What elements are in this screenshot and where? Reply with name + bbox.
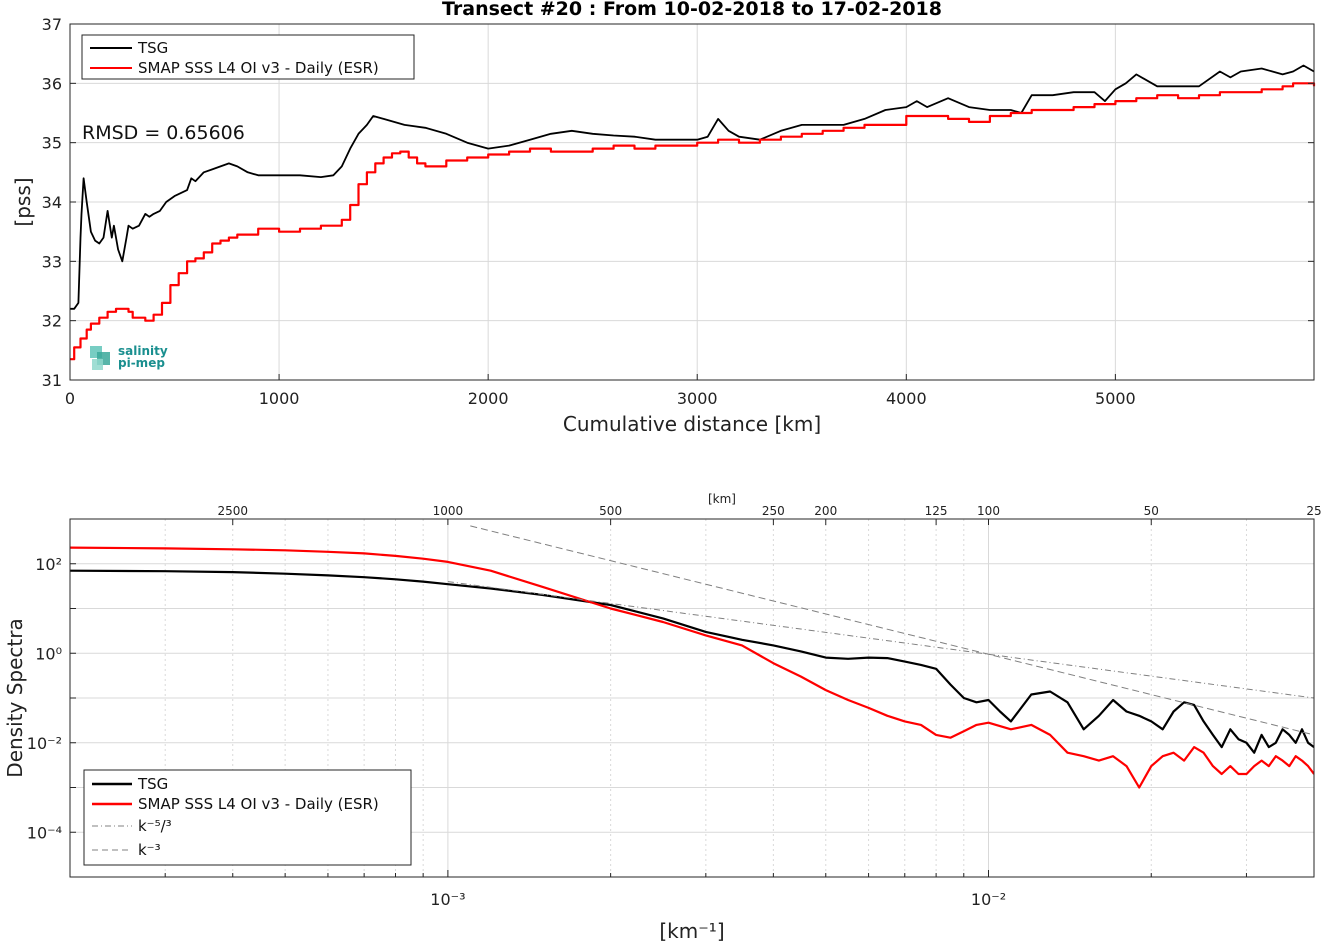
top-axis-label: [km] (708, 492, 736, 506)
bot-ytick-label: 10⁻⁴ (27, 823, 62, 842)
k53-reference-line (447, 581, 1314, 699)
rmsd-annotation: RMSD = 0.65606 (82, 122, 245, 144)
top-ytick-label: 34 (42, 193, 62, 212)
top-km-tick-label: 1000 (433, 504, 464, 518)
bot-ytick-label: 10² (35, 555, 62, 574)
top-km-tick-label: 2500 (217, 504, 248, 518)
density-spectra-chart: 10⁻³ 10⁻² 10⁻⁴ 10⁻² 10⁰ 10² 2500 1000 500 250 200 1… (3, 492, 1322, 942)
bottom-y-axis-label: Density Spectra (3, 618, 27, 777)
legend-label-smap: SMAP SSS L4 OI v3 - Daily (ESR) (138, 59, 379, 77)
top-ytick-label: 37 (42, 15, 62, 34)
logo-text-pimep: pi-mep (118, 356, 165, 370)
y-axis-label: [pss] (11, 177, 35, 226)
top-km-tick-label: 50 (1144, 504, 1159, 518)
legend2-label-k3: k⁻³ (138, 841, 161, 859)
x-axis-label: Cumulative distance [km] (563, 412, 821, 436)
bottom-x-axis-label: [km⁻¹] (659, 919, 724, 942)
top-legend-box (81, 34, 415, 80)
bottom-legend: TSG SMAP SSS L4 OI v3 - Daily (ESR) k⁻⁵/… (83, 769, 412, 866)
top-ytick-label: 35 (42, 134, 62, 153)
salinity-transect-chart: Transect #20 : From 10-02-2018 to 17-02-… (11, 0, 1316, 436)
salinity-pimep-logo: salinity pi-mep (90, 344, 168, 370)
bot-xtick-label: 10⁻² (971, 890, 1006, 909)
top-xtick-label: 1000 (259, 389, 300, 408)
legend-label-tsg: TSG (137, 39, 168, 57)
tsg-spectrum (70, 569, 1314, 754)
top-ytick-label: 31 (42, 371, 62, 390)
logo-block-3 (92, 359, 103, 370)
top-xtick-label: 0 (65, 389, 75, 408)
legend2-label-k53: k⁻⁵/³ (138, 817, 172, 835)
top-km-tick-label: 125 (925, 504, 948, 518)
bot-ytick-label: 10⁰ (35, 644, 62, 663)
top-km-tick-label: 25 (1306, 504, 1321, 518)
k3-reference-line (470, 525, 1314, 736)
top-xtick-label: 4000 (886, 389, 927, 408)
top-ytick-label: 33 (42, 252, 62, 271)
smap-spectrum (70, 546, 1314, 789)
top-xtick-label: 3000 (677, 389, 718, 408)
bot-xtick-label: 10⁻³ (430, 890, 465, 909)
bot-ytick-label: 10⁻² (27, 734, 62, 753)
smap-line (70, 82, 1316, 361)
chart-title: Transect #20 : From 10-02-2018 to 17-02-… (442, 0, 942, 20)
top-km-tick-label: 100 (977, 504, 1000, 518)
legend2-label-tsg: TSG (137, 775, 168, 793)
top-km-tick-label: 500 (599, 504, 622, 518)
top-legend: TSG SMAP SSS L4 OI v3 - Daily (ESR) (81, 34, 415, 80)
top-km-tick-label: 200 (814, 504, 837, 518)
bottom-legend-box (83, 769, 412, 866)
top-xtick-label: 2000 (468, 389, 509, 408)
tsg-line (70, 64, 1315, 310)
top-ytick-label: 32 (42, 312, 62, 331)
top-xtick-label: 5000 (1095, 389, 1136, 408)
top-ytick-label: 36 (42, 74, 62, 93)
logo-text-salinity: salinity (118, 344, 168, 358)
legend2-label-smap: SMAP SSS L4 OI v3 - Daily (ESR) (138, 795, 379, 813)
top-km-tick-label: 250 (762, 504, 785, 518)
